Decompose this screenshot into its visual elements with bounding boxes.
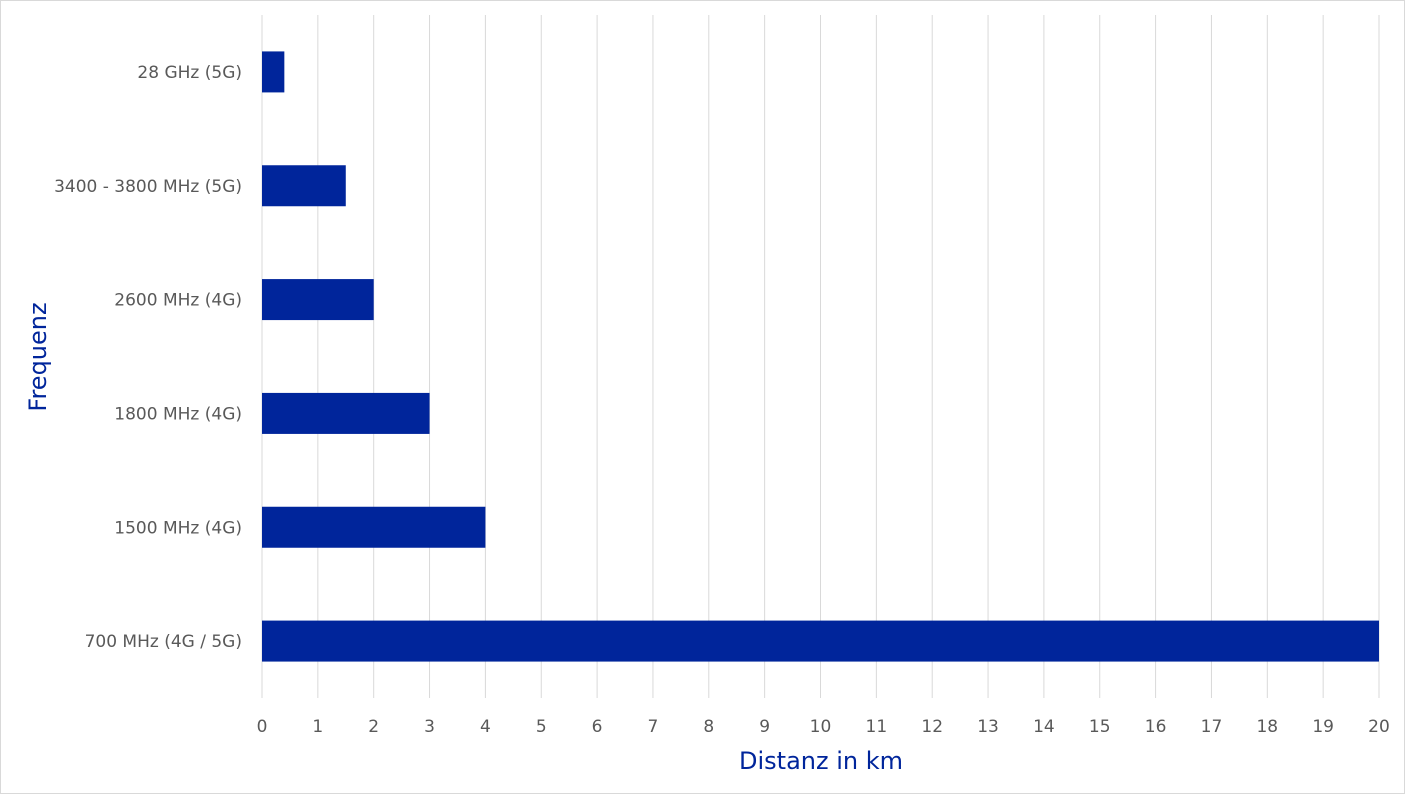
x-tick-label: 17 (1201, 717, 1223, 737)
x-tick-label: 16 (1145, 717, 1167, 737)
x-axis-title: Distanz in km (739, 747, 903, 775)
category-label: 28 GHz (5G) (137, 63, 242, 83)
bar (262, 620, 1379, 662)
category-label: 2600 MHz (4G) (114, 291, 242, 311)
x-tick-label: 6 (592, 717, 603, 737)
bar (262, 392, 430, 434)
x-tick-label: 9 (759, 717, 770, 737)
x-tick-label: 15 (1089, 717, 1111, 737)
category-label: 3400 - 3800 MHz (5G) (54, 177, 242, 197)
x-tick-label: 18 (1256, 717, 1278, 737)
x-tick-label: 0 (257, 717, 268, 737)
bar (262, 51, 285, 93)
x-tick-labels: 0 1 2 3 4 5 6 7 8 9 10 11 12 13 14 15 16 17 18 19 20 (257, 717, 1390, 737)
x-tick-label: 4 (480, 717, 491, 737)
bars (262, 51, 1379, 662)
category-label: 700 MHz (4G / 5G) (85, 632, 242, 652)
x-tick-label: 11 (866, 717, 888, 737)
category-labels: 28 GHz (5G) 3400 - 3800 MHz (5G) 2600 MHz … (54, 63, 242, 652)
category-label: 1800 MHz (4G) (114, 404, 242, 424)
x-tick-label: 2 (368, 717, 379, 737)
x-tick-label: 5 (536, 717, 547, 737)
y-axis-title: Frequenz (24, 302, 52, 411)
x-tick-label: 19 (1312, 717, 1334, 737)
x-tick-label: 20 (1368, 717, 1390, 737)
category-label: 1500 MHz (4G) (114, 518, 242, 538)
x-tick-label: 12 (921, 717, 943, 737)
x-tick-label: 8 (703, 717, 714, 737)
x-tick-label: 3 (424, 717, 435, 737)
x-tick-label: 14 (1033, 717, 1055, 737)
x-tick-label: 13 (977, 717, 999, 737)
x-tick-label: 7 (648, 717, 659, 737)
bar (262, 279, 374, 321)
x-tick-label: 1 (312, 717, 323, 737)
x-tick-label: 10 (810, 717, 832, 737)
bar (262, 165, 346, 207)
bar (262, 506, 486, 548)
gridlines (261, 15, 1380, 698)
